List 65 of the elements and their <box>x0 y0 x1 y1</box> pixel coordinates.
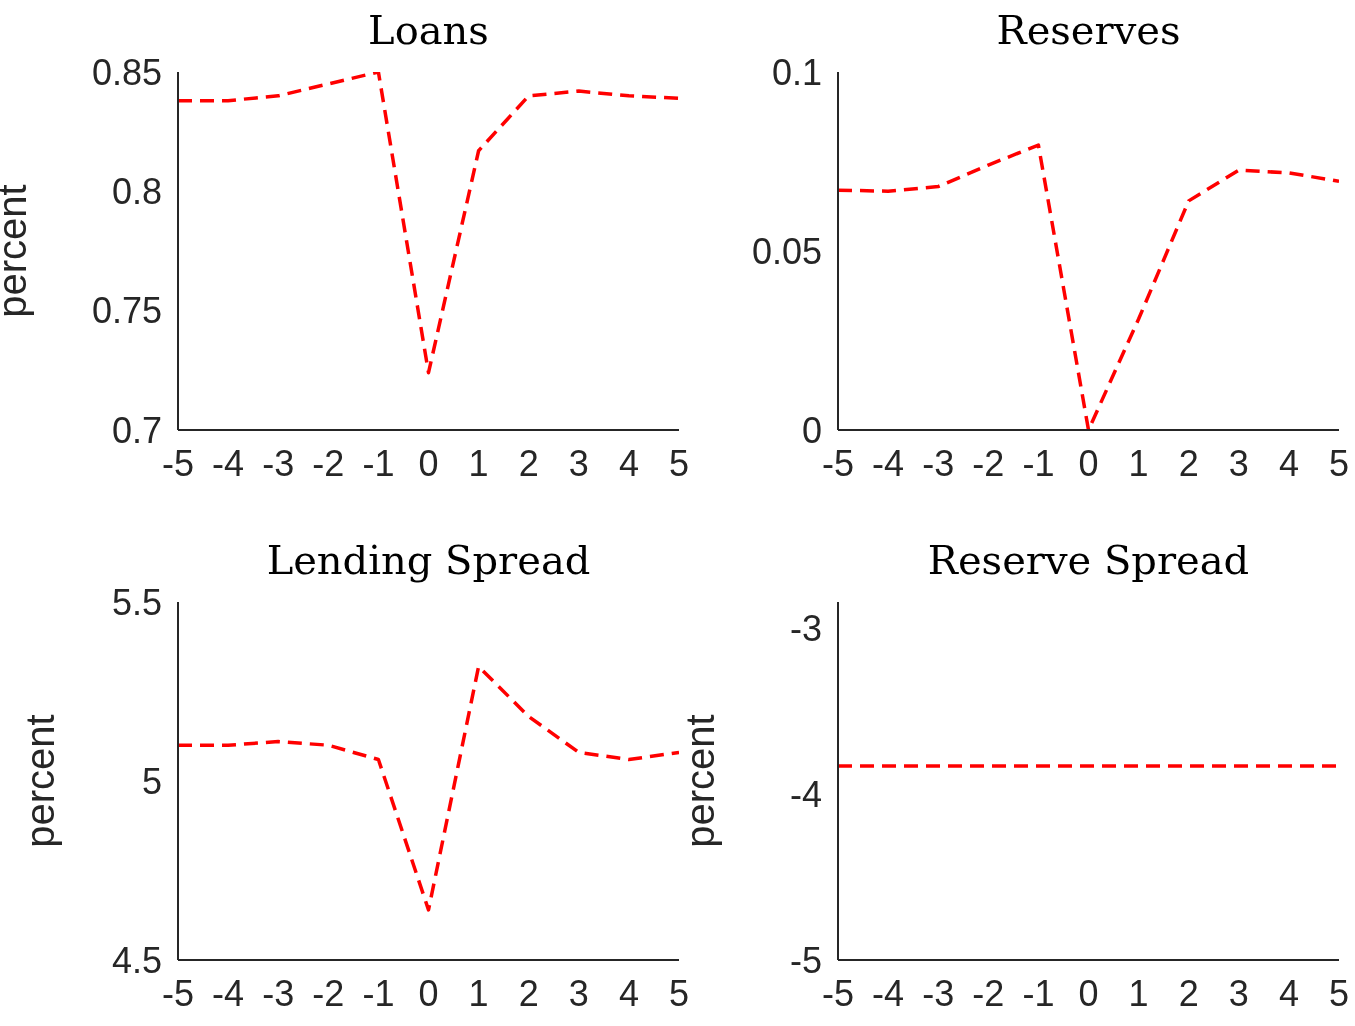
x-tick-label: -3 <box>922 442 955 484</box>
x-tick-label: -1 <box>1022 442 1055 484</box>
x-tick-label: -5 <box>161 442 195 484</box>
x-tick-label: -5 <box>161 972 195 1014</box>
y-tick-label: 0 <box>801 409 822 451</box>
line-series <box>178 72 679 375</box>
x-tick-label: 0 <box>418 442 439 484</box>
x-tick-label: 5 <box>668 442 690 484</box>
x-tick-label: -3 <box>262 972 295 1014</box>
x-tick-label: 2 <box>518 972 539 1014</box>
x-tick-label: -4 <box>212 442 245 484</box>
x-tick-label: 2 <box>1178 972 1199 1014</box>
chart-title: Lending Spread <box>265 536 592 585</box>
y-tick-label: 4.5 <box>111 939 162 981</box>
x-tick-label: 4 <box>1278 442 1299 484</box>
x-tick-label: 0 <box>418 972 439 1014</box>
y-tick-label: 0.85 <box>91 51 162 93</box>
x-tick-label: -1 <box>362 442 395 484</box>
chart-title: Reserve Spread <box>926 536 1251 585</box>
x-tick-label: -2 <box>312 442 345 484</box>
y-tick-label: 0.8 <box>111 171 162 213</box>
x-tick-label: 1 <box>1128 442 1149 484</box>
chart-title: Loans <box>367 6 490 55</box>
x-tick-label: -3 <box>922 972 955 1014</box>
x-tick-label: 0 <box>1078 442 1099 484</box>
y-tick-label: 5.5 <box>111 581 162 623</box>
x-tick-label: 3 <box>568 442 589 484</box>
y-tick-label: 0.7 <box>111 409 162 451</box>
x-tick-label: -4 <box>872 442 905 484</box>
x-tick-label: -5 <box>821 442 855 484</box>
x-tick-label: 5 <box>1328 972 1350 1014</box>
y-axis-title: percent <box>18 714 63 848</box>
x-tick-label: 4 <box>1278 972 1299 1014</box>
x-tick-label: 3 <box>568 972 589 1014</box>
y-axis-title: percent <box>678 714 723 848</box>
x-tick-label: -4 <box>212 972 245 1014</box>
y-tick-label: -5 <box>789 939 822 981</box>
x-tick-label: -5 <box>821 972 855 1014</box>
x-tick-label: -2 <box>972 442 1005 484</box>
x-tick-label: 5 <box>1328 442 1350 484</box>
x-tick-label: 4 <box>618 442 639 484</box>
x-tick-label: -2 <box>972 972 1005 1014</box>
x-tick-label: 2 <box>518 442 539 484</box>
x-tick-label: 1 <box>1128 972 1149 1014</box>
x-tick-label: -2 <box>312 972 345 1014</box>
x-tick-label: 1 <box>468 442 489 484</box>
y-tick-label: -4 <box>789 774 822 816</box>
x-tick-label: -1 <box>362 972 395 1014</box>
chart-title: Reserves <box>995 6 1182 55</box>
x-tick-label: -1 <box>1022 972 1055 1014</box>
x-tick-label: 5 <box>668 972 690 1014</box>
x-tick-label: 2 <box>1178 442 1199 484</box>
y-tick-label: 0.05 <box>751 230 822 272</box>
x-tick-label: 3 <box>1228 972 1249 1014</box>
x-tick-label: -4 <box>872 972 905 1014</box>
y-tick-label: 5 <box>141 760 162 802</box>
x-tick-label: 3 <box>1228 442 1249 484</box>
x-tick-label: -3 <box>262 442 295 484</box>
y-tick-label: 0.1 <box>771 51 822 93</box>
x-tick-label: 4 <box>618 972 639 1014</box>
y-tick-label: 0.75 <box>91 290 162 332</box>
y-tick-label: -3 <box>789 608 822 650</box>
x-tick-label: 0 <box>1078 972 1099 1014</box>
x-tick-label: 1 <box>468 972 489 1014</box>
y-axis-title: percent <box>0 184 35 318</box>
